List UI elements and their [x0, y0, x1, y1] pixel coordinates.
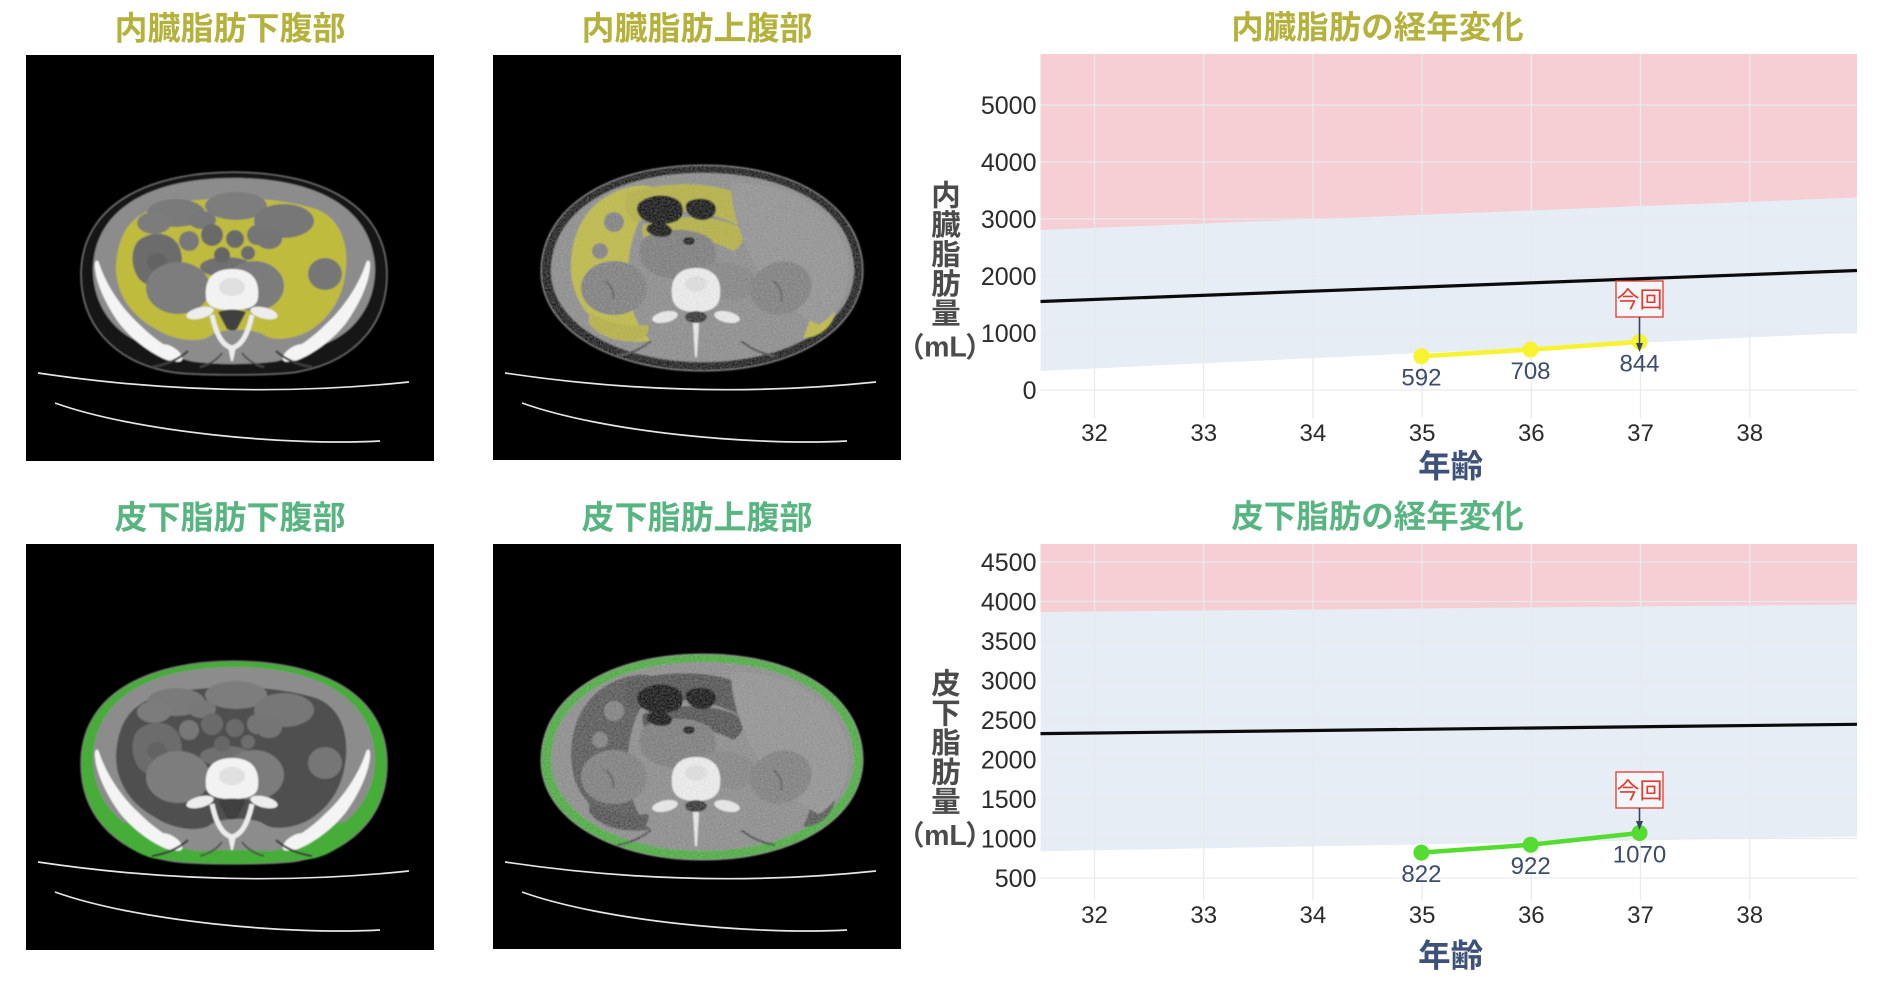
svg-text:4500: 4500 — [981, 549, 1037, 577]
svg-text:33: 33 — [1190, 902, 1217, 929]
svg-text:3000: 3000 — [981, 206, 1037, 234]
svg-text:922: 922 — [1511, 853, 1551, 880]
svg-text:844: 844 — [1619, 350, 1659, 377]
svg-text:35: 35 — [1409, 902, 1436, 929]
svg-text:36: 36 — [1518, 420, 1545, 447]
svg-text:3000: 3000 — [981, 668, 1037, 696]
svg-text:33: 33 — [1190, 420, 1217, 447]
svg-text:2500: 2500 — [981, 707, 1037, 735]
svg-text:708: 708 — [1510, 358, 1550, 385]
svg-text:38: 38 — [1736, 902, 1763, 929]
svg-text:37: 37 — [1627, 420, 1654, 447]
svg-text:37: 37 — [1627, 902, 1654, 929]
svg-text:822: 822 — [1401, 861, 1441, 888]
svg-text:2000: 2000 — [981, 747, 1037, 775]
svg-text:2000: 2000 — [981, 263, 1037, 291]
svg-text:4000: 4000 — [981, 589, 1037, 617]
svg-text:32: 32 — [1081, 902, 1108, 929]
svg-text:1000: 1000 — [981, 320, 1037, 348]
svg-text:5000: 5000 — [981, 92, 1037, 120]
svg-text:mL: mL — [924, 820, 967, 852]
svg-text:500: 500 — [995, 865, 1037, 893]
svg-text:38: 38 — [1736, 420, 1763, 447]
svg-text:34: 34 — [1300, 420, 1327, 447]
svg-text:0: 0 — [1023, 377, 1037, 405]
svg-text:1000: 1000 — [981, 826, 1037, 854]
svg-text:mL: mL — [924, 332, 967, 364]
svg-text:35: 35 — [1409, 420, 1436, 447]
svg-text:32: 32 — [1081, 420, 1108, 447]
svg-text:34: 34 — [1300, 902, 1327, 929]
svg-text:592: 592 — [1401, 365, 1441, 392]
svg-text:1070: 1070 — [1613, 841, 1666, 868]
svg-text:36: 36 — [1518, 902, 1545, 929]
svg-text:1500: 1500 — [981, 786, 1037, 814]
svg-text:4000: 4000 — [981, 149, 1037, 177]
svg-text:3500: 3500 — [981, 628, 1037, 656]
